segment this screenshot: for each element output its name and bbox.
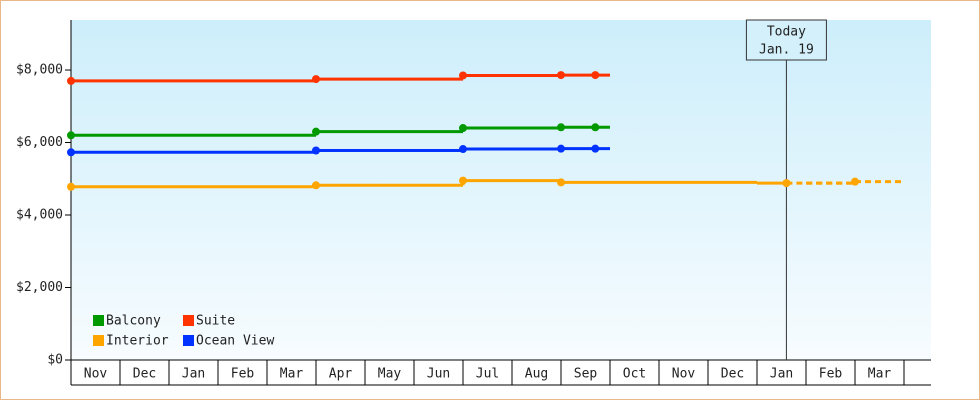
x-tick-label: Oct (623, 367, 646, 382)
x-tick-label: Aug (525, 367, 548, 382)
plot-area (71, 20, 931, 360)
series-point (459, 176, 467, 185)
legend-swatch (183, 335, 194, 346)
x-tick-label: Jan (182, 367, 205, 382)
series-point (459, 145, 467, 154)
x-tick-label: Feb (819, 367, 843, 382)
y-tick-label: $0 (47, 353, 63, 368)
y-tick-label: $2,000 (16, 280, 63, 295)
series-point (557, 123, 565, 132)
legend-swatch (93, 335, 104, 346)
x-tick-label: Apr (329, 367, 353, 382)
series-point (557, 71, 565, 80)
x-tick-label: Mar (868, 367, 892, 382)
x-tick-label: Nov (672, 367, 696, 382)
series-point (557, 178, 565, 187)
series-point (312, 127, 320, 136)
series-point (67, 76, 75, 85)
legend-swatch (93, 315, 104, 326)
legend-label: Interior (106, 334, 169, 349)
x-tick-label: Jun (427, 367, 450, 382)
legend-swatch (183, 315, 194, 326)
today-date: Jan. 19 (759, 43, 814, 58)
x-tick-label: May (378, 367, 402, 382)
series-point (851, 177, 859, 186)
x-tick-label: Nov (84, 367, 108, 382)
x-tick-label: Dec (721, 367, 744, 382)
series-point (459, 124, 467, 133)
series-point (312, 146, 320, 155)
x-tick-label: Jul (476, 367, 499, 382)
y-tick-label: $4,000 (16, 208, 63, 223)
series-point (557, 144, 565, 153)
legend-label: Suite (196, 314, 235, 329)
x-tick-label: Dec (133, 367, 156, 382)
series-point (591, 71, 600, 80)
series-point (591, 123, 600, 132)
series-point (591, 144, 600, 153)
series-point (459, 71, 467, 80)
x-tick-label: Sep (574, 367, 598, 382)
x-tick-label: Mar (280, 367, 304, 382)
legend-label: Balcony (106, 314, 161, 329)
y-tick-label: $8,000 (16, 63, 63, 78)
series-point (67, 131, 75, 140)
today-label: Today (767, 25, 806, 40)
y-tick-label: $6,000 (16, 135, 63, 150)
series-point (312, 181, 320, 190)
today-box (745, 19, 827, 61)
series-point (67, 182, 75, 191)
series-point (67, 148, 75, 157)
series-point (312, 75, 320, 84)
x-tick-label: Feb (231, 367, 255, 382)
legend-label: Ocean View (196, 334, 274, 349)
x-tick-label: Jan (770, 367, 793, 382)
